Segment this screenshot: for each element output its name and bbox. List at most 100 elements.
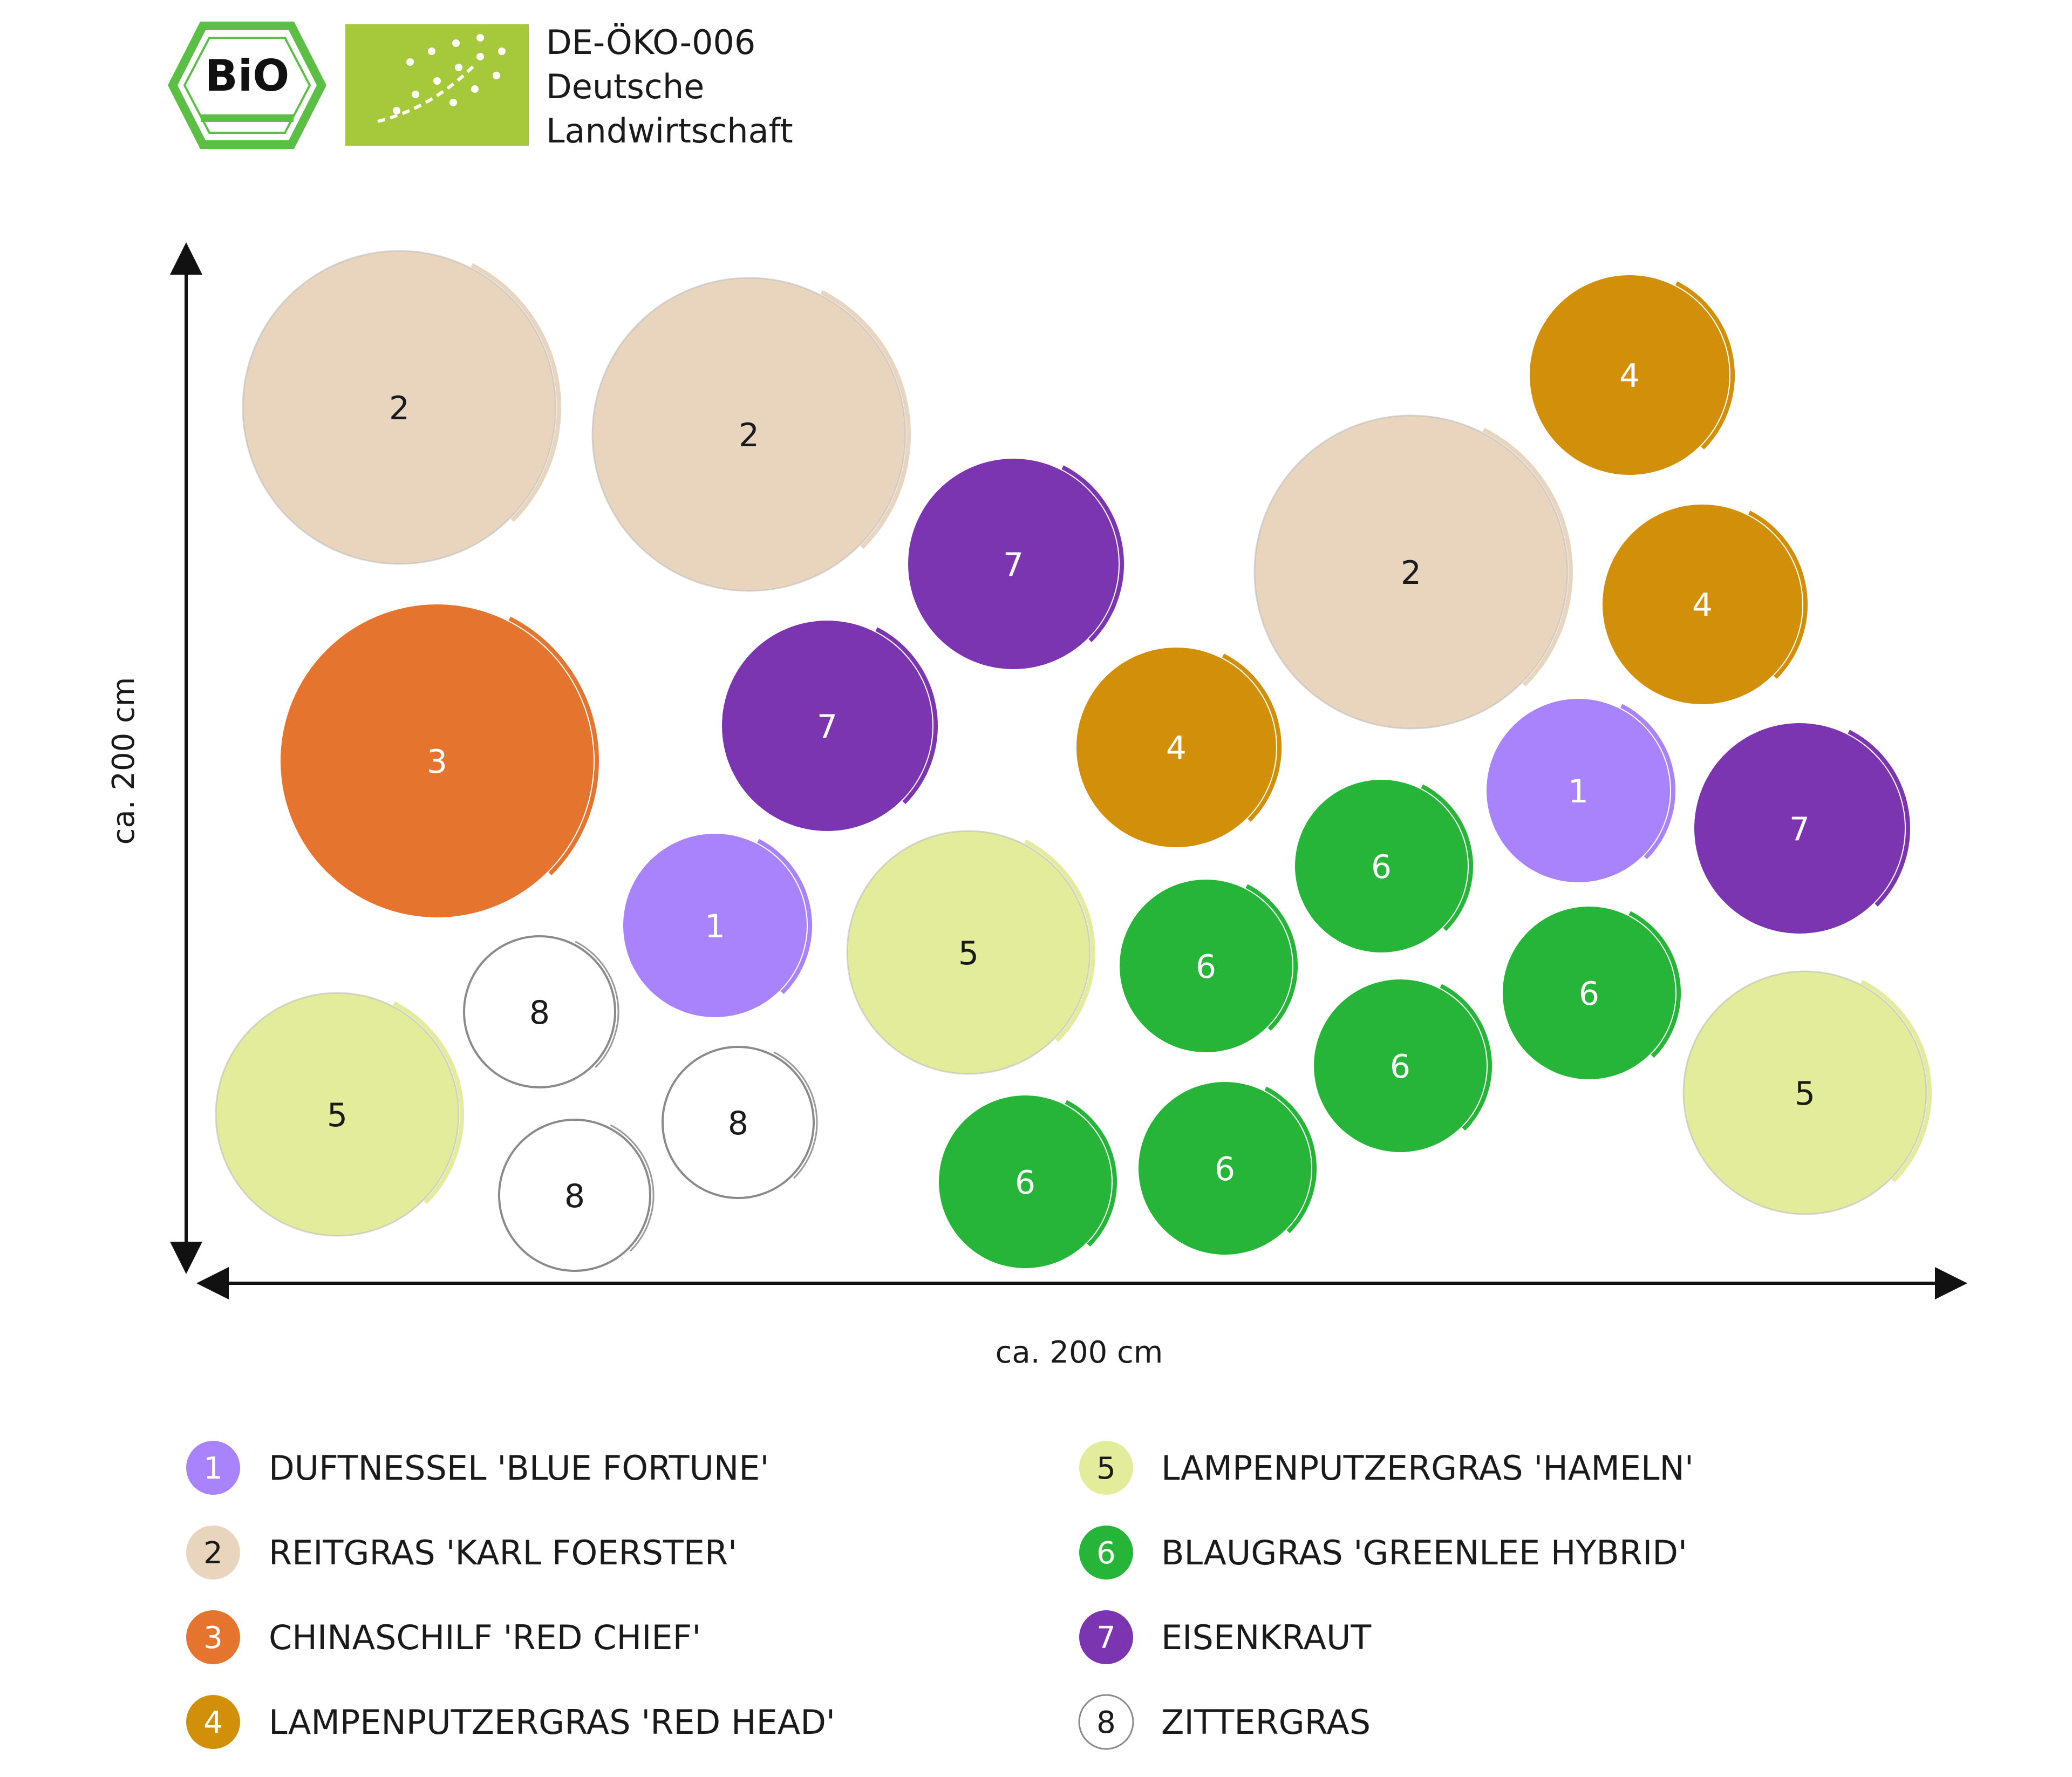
brush-stroke-accent (1264, 1086, 1317, 1234)
plant-circle-fill (1682, 970, 1927, 1215)
eu-star-icon (476, 34, 484, 42)
plant-circle-8: 8 (463, 935, 619, 1088)
plant-circle-fill (1487, 699, 1670, 882)
legend-item-7: 7 EISENKRAUT (1079, 1610, 1372, 1664)
legend-swatch (186, 1441, 240, 1495)
plant-number-label: 4 (1166, 730, 1187, 767)
legend-label: REITGRAS 'KARL FOERSTER' (269, 1533, 737, 1572)
brush-stroke-accent (1860, 979, 1932, 1183)
eu-star-icon (493, 72, 500, 79)
plant-circle-fill (215, 992, 460, 1237)
eu-star-icon (449, 99, 457, 106)
brush-stroke-accent (1620, 704, 1675, 860)
plant-number-label: 1 (705, 908, 725, 945)
eu-star-icon (498, 47, 506, 55)
legend-swatch (1079, 1441, 1133, 1495)
plant-circle-8: 8 (498, 1119, 655, 1272)
legend-label: BLAUGRAS 'GREENLEE HYBRID' (1161, 1533, 1687, 1572)
plant-number-label: 3 (427, 743, 447, 781)
brush-stroke-accent (1421, 784, 1473, 931)
legend-label: ZITTERGRAS (1161, 1703, 1371, 1742)
brush-stroke-accent (1440, 984, 1492, 1131)
legend-number: 6 (1096, 1536, 1116, 1571)
plant-circle-fill (722, 621, 932, 831)
plant-circle-fill (1530, 275, 1729, 475)
plant-circle-fill (1139, 1082, 1311, 1255)
y-dimension-label: ca. 200 cm (106, 677, 141, 845)
bio-logo-text: BiO (205, 51, 289, 101)
eu-star-icon (428, 47, 435, 55)
eu-star-icon (476, 53, 484, 60)
plant-number-label: 4 (1619, 357, 1640, 395)
plant-number-label: 2 (739, 417, 759, 454)
eu-star-icon (452, 39, 460, 47)
plant-number-label: 5 (327, 1097, 347, 1134)
plant-circle-fill (908, 459, 1119, 669)
plant-circle-6: 6 (1503, 907, 1681, 1079)
plant-circle-6: 6 (1139, 1082, 1317, 1255)
legend: 1 DUFTNESSEL 'BLUE FORTUNE' 2 REITGRAS 'KAR… (186, 1441, 1694, 1750)
eu-star-icon (433, 77, 441, 85)
plant-number-label: 7 (1789, 811, 1810, 848)
plant-circle-5: 5 (1682, 970, 1932, 1215)
brush-stroke-accent (508, 616, 599, 876)
plant-number-label: 7 (1003, 546, 1024, 584)
plant-circle-fill (1120, 880, 1292, 1052)
legend-number: 4 (203, 1705, 223, 1740)
legend-item-6: 6 BLAUGRAS 'GREENLEE HYBRID' (1079, 1526, 1687, 1579)
brush-stroke-accent (1482, 427, 1573, 687)
plant-circle-fill (623, 834, 807, 1017)
plant-circle-fill (846, 830, 1091, 1075)
plant-circle-7: 7 (908, 459, 1124, 669)
brush-stroke-accent (757, 839, 812, 995)
plant-number-label: 8 (728, 1105, 748, 1142)
plant-number-label: 7 (817, 708, 837, 746)
plant-circle-fill (1295, 780, 1468, 952)
x-dimension-label: ca. 200 cm (996, 1335, 1163, 1370)
plant-circle-6: 6 (1120, 880, 1298, 1052)
brush-stroke-accent (773, 1051, 818, 1179)
legend-item-8: 8 ZITTERGRAS (1078, 1694, 1371, 1750)
certification-line-2: Deutsche (546, 67, 704, 106)
bio-seal-logo: BiO (168, 22, 326, 149)
plant-circle-4: 4 (1530, 275, 1735, 475)
plant-number-label: 2 (389, 390, 410, 427)
legend-number: 2 (203, 1536, 223, 1571)
plant-circle-fill (1694, 723, 1905, 934)
plant-circle-fill (1253, 414, 1569, 730)
brush-stroke-accent (575, 941, 619, 1068)
plant-circle-3: 3 (281, 604, 599, 917)
plant-number-label: 6 (1196, 948, 1216, 986)
plant-number-label: 6 (1371, 848, 1392, 886)
legend-label: LAMPENPUTZERGRAS 'RED HEAD' (269, 1703, 835, 1742)
brush-stroke-accent (1245, 884, 1298, 1031)
plant-circle-2: 2 (1253, 414, 1573, 730)
plant-number-label: 6 (1579, 975, 1599, 1013)
plant-number-label: 6 (1015, 1164, 1035, 1202)
plant-number-label: 6 (1215, 1150, 1235, 1188)
plant-circle-4: 4 (1603, 505, 1808, 704)
brush-stroke-accent (1061, 465, 1124, 642)
legend-number: 7 (1096, 1621, 1116, 1656)
eu-organic-logo (345, 24, 529, 146)
brush-stroke-accent (1024, 839, 1095, 1043)
plant-circle-4: 4 (1076, 648, 1282, 847)
plant-number-label: 8 (529, 994, 550, 1032)
brush-stroke-accent (1848, 730, 1910, 907)
plant-number-label: 8 (564, 1177, 585, 1215)
plant-circle-fill (463, 935, 616, 1088)
legend-item-2: 2 REITGRAS 'KARL FOERSTER' (186, 1526, 737, 1579)
plant-circle-fill (242, 250, 557, 565)
legend-number: 5 (1096, 1451, 1116, 1486)
legend-swatch (1078, 1694, 1134, 1750)
plant-number-label: 2 (1401, 554, 1421, 592)
plant-circle-6: 6 (1314, 979, 1492, 1152)
plant-circle-fill (1314, 979, 1487, 1152)
brush-stroke-accent (1628, 911, 1681, 1058)
legend-swatch (1079, 1610, 1133, 1664)
legend-label: CHINASCHILF 'RED CHIEF' (269, 1618, 701, 1657)
legend-item-3: 3 CHINASCHILF 'RED CHIEF' (186, 1610, 701, 1664)
plant-circle-5: 5 (846, 830, 1095, 1075)
eu-star-icon (393, 107, 400, 114)
